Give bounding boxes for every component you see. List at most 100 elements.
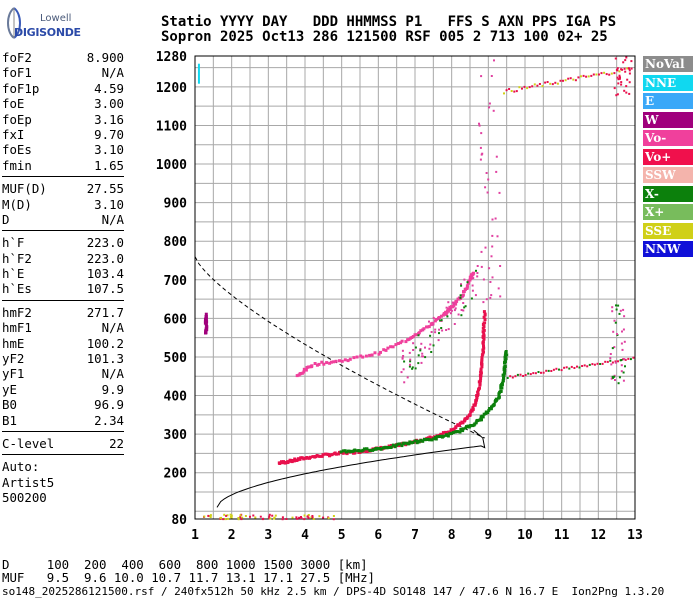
echo-point: [586, 365, 589, 368]
trace-point-vo: [482, 310, 486, 314]
autoscale-info: Artist5: [2, 474, 55, 490]
echo-point: [624, 59, 627, 62]
echo-point: [440, 319, 443, 322]
echo-point: [577, 76, 580, 79]
y-tick-label: 400: [164, 390, 188, 405]
param-row-hmf2: hmF2 271.7: [2, 305, 124, 320]
echo-point: [613, 72, 616, 75]
param-value: 100.2: [86, 335, 124, 351]
echo-point: [414, 367, 417, 370]
trace-point-vo: [295, 374, 299, 378]
trace-point-x: [492, 402, 496, 406]
trace-point-vo: [315, 454, 319, 457]
param-row-clevel: C-level 22: [2, 436, 124, 451]
echo-point: [491, 218, 494, 221]
param-row-mufd: MUF(D) 27.55: [2, 181, 124, 196]
echo-point: [613, 87, 616, 90]
echo-point: [424, 346, 426, 349]
echo-point: [569, 77, 572, 80]
param-value: 1.65: [94, 157, 124, 173]
echo-point: [614, 361, 617, 364]
echo-point: [408, 365, 411, 368]
echo-point: [611, 310, 614, 313]
trace-point-x: [411, 441, 415, 444]
param-value: 223.0: [86, 235, 124, 251]
echo-point: [453, 323, 456, 325]
echo-point: [567, 77, 570, 80]
param-label: h`E: [2, 266, 25, 282]
trace-point-vo: [482, 337, 486, 341]
trace-point-x: [482, 412, 486, 416]
trace-point-x: [398, 442, 402, 446]
param-label: B1: [2, 412, 17, 428]
trace-point-vo: [479, 367, 483, 371]
echo-point: [411, 367, 414, 370]
param-separator: [2, 430, 124, 432]
echo-point: [550, 370, 553, 372]
y-tick-label: 1000: [156, 158, 187, 173]
echo-point: [617, 78, 620, 81]
echo-point: [618, 77, 621, 80]
echo-point: [613, 375, 616, 378]
echo-point: [480, 132, 483, 135]
echo-point: [506, 377, 509, 379]
param-value: 2.34: [94, 412, 124, 428]
echo-point: [230, 516, 233, 519]
echo-point: [538, 83, 541, 85]
echo-point: [509, 375, 512, 378]
echo-point: [549, 82, 552, 85]
param-label: foF1: [2, 65, 32, 81]
echo-point: [620, 83, 623, 86]
echo-point: [207, 514, 210, 517]
echo-point: [533, 83, 536, 86]
echo-point: [626, 67, 629, 70]
echo-point: [400, 371, 403, 374]
legend-item-noval: NoVal: [643, 56, 693, 72]
trace-point-vo: [444, 430, 447, 434]
trace-point-vo: [476, 390, 480, 394]
trace-point-vo: [391, 345, 395, 349]
trace-point-x: [400, 444, 404, 448]
echo-point: [457, 313, 460, 316]
x-tick-label: 11: [554, 528, 570, 543]
echo-point: [450, 309, 453, 312]
echo-point: [307, 514, 310, 516]
param-value: 271.7: [86, 304, 124, 320]
echo-point: [446, 315, 449, 318]
echo-point: [496, 235, 499, 238]
echo-point: [303, 514, 306, 517]
echo-point: [241, 516, 244, 519]
echo-point: [623, 89, 626, 92]
echo-point: [625, 91, 628, 94]
trace-point-x: [481, 415, 485, 419]
param-value: 4.59: [94, 80, 124, 96]
echo-point: [489, 296, 492, 299]
trace-point-x: [474, 421, 478, 425]
echo-point: [462, 302, 465, 304]
param-label: foE: [2, 96, 25, 112]
echo-point: [460, 314, 463, 317]
param-row-fof1: foF1 N/A: [2, 65, 124, 80]
param-label: h`Es: [2, 281, 32, 297]
param-row-yf2: yF2 101.3: [2, 351, 124, 366]
trace-point-x: [503, 371, 506, 375]
x-tick-label: 13: [627, 528, 643, 543]
trace-point-vo: [286, 461, 290, 464]
echo-point: [605, 73, 608, 76]
echo-point: [252, 514, 255, 517]
echo-point: [491, 276, 494, 279]
echo-point: [624, 365, 626, 368]
echo-point: [630, 67, 633, 70]
param-label: yF1: [2, 366, 25, 382]
echo-point: [491, 234, 494, 237]
echo-point: [562, 79, 564, 82]
trace-point-vo: [370, 353, 374, 357]
trace-point-x: [345, 450, 348, 454]
echo-point: [412, 349, 415, 351]
echo-point: [609, 359, 612, 362]
x-tick-label: 9: [484, 528, 492, 543]
echo-point: [611, 347, 614, 350]
trace-point-vo: [280, 460, 283, 464]
echo-point: [625, 56, 628, 59]
echo-point: [226, 514, 229, 517]
